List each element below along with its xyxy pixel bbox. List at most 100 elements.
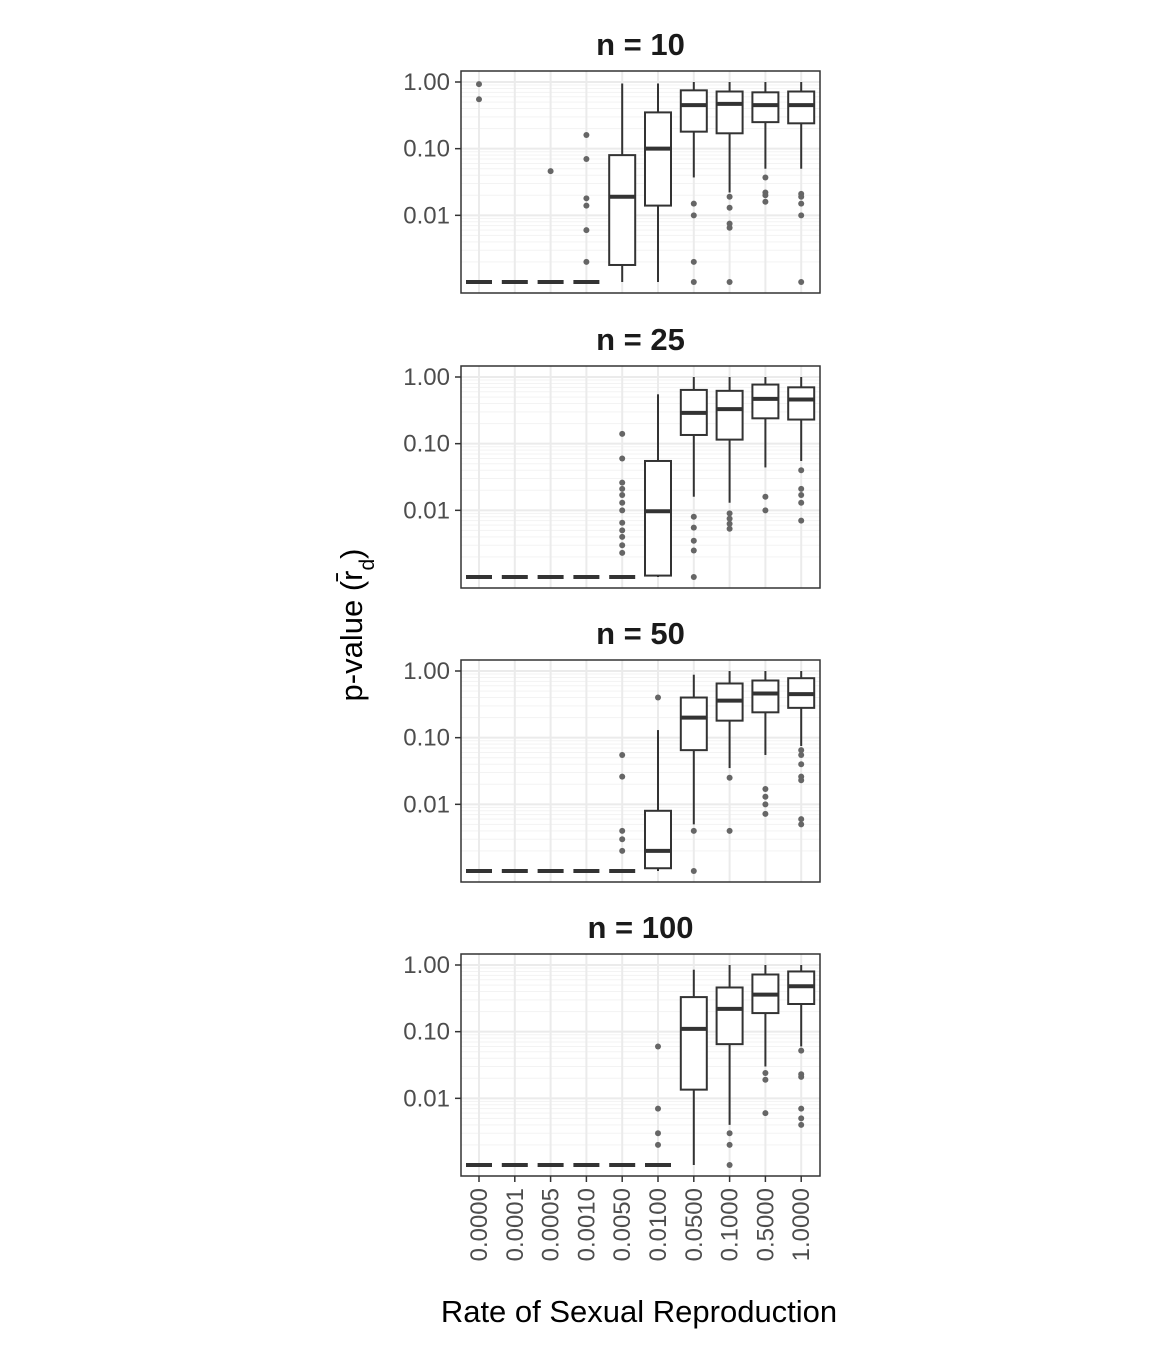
x-axis: 0.0000 0.0001 0.0005 0.0010 0.0050 0.0100 0.05… [466,1176,815,1261]
y-tick-label: 1.00 [403,658,450,685]
outlier-point [798,747,805,754]
y-axis-title-close: ) [334,549,369,559]
outlier-point [798,751,805,758]
y-tick-label: 1.00 [403,69,450,96]
outlier-point [798,1105,805,1112]
outlier-point [583,202,590,209]
outlier-point [798,499,805,506]
y-axis-title: p-value (r̄d) [334,549,379,702]
outlier-point [798,200,805,207]
box-0.5000 [751,965,780,1117]
outlier-point [726,279,733,285]
iqr-box [787,386,816,421]
outlier-point [690,537,697,544]
panels-layer: n = 101.000.100.01n = 251.000.100.01n = … [403,27,821,1177]
y-tick-label: 0.10 [403,431,450,458]
box-0.1000 [715,965,744,1168]
box-1.0000 [787,377,816,524]
panel-border [460,70,821,294]
outlier-point [762,192,769,199]
outlier-point [726,827,733,834]
outlier-point [726,204,733,211]
outlier-point [476,96,482,103]
outlier-point [798,485,805,492]
outlier-point [655,694,661,701]
outlier-point [762,793,769,800]
box-1.0000 [787,965,816,1128]
iqr-box [679,696,708,752]
x-tick-label: 0.0500 [681,1188,708,1261]
x-tick-label: 0.0000 [466,1188,493,1261]
outlier-point [762,1076,769,1083]
outlier-point [619,773,626,780]
outlier-point [798,467,805,474]
outlier-point [726,224,733,231]
box-0.1000 [715,671,744,834]
outlier-point [798,193,805,200]
iqr-box [751,383,780,420]
x-tick-label: 0.1000 [717,1188,744,1261]
panel-n-50: n = 50 1.00 0.10 0.01 [403,616,821,883]
outlier-point [583,227,590,234]
box-0.0500 [679,674,708,874]
outlier-point [619,430,626,437]
outlier-point [619,507,626,514]
box-1.0000 [787,671,816,828]
outlier-point [619,527,626,534]
outlier-point [798,816,805,823]
outlier-point [726,1130,733,1137]
outlier-point [690,258,697,265]
box-0.0050 [608,83,637,282]
x-tick-label: 0.5000 [752,1188,779,1261]
iqr-box [715,389,744,441]
iqr-box [715,90,744,135]
outlier-point [690,547,697,554]
outlier-point [762,198,769,205]
y-tick-label: 0.01 [403,1085,450,1112]
outlier-point [726,220,733,227]
box-0.5000 [751,377,780,514]
iqr-box [751,91,780,124]
outlier-point [619,549,626,556]
box-0.0100 [644,394,672,577]
outlier-point [762,785,769,792]
outlier-point [690,200,697,207]
outlier-point [762,810,769,817]
outlier-point [619,827,626,834]
y-tick-label: 0.10 [403,725,450,752]
x-tick-label: 0.0001 [502,1188,529,1261]
outlier-point [726,774,733,781]
iqr-box [679,996,708,1091]
x-tick-label: 0.0010 [573,1188,600,1261]
outlier-point [726,525,733,532]
outlier-point [798,1121,805,1128]
box-0.5000 [751,671,780,817]
outlier-point [690,279,697,285]
outlier-point [655,1130,661,1137]
outlier-point [655,1043,661,1050]
panel-n-25: n = 25 1.00 0.10 0.01 [403,322,821,589]
outlier-point [619,455,626,462]
iqr-box [787,90,816,125]
box-0.0100 [645,1043,671,1167]
box-0.0050 [609,751,636,873]
outlier-point [762,493,769,500]
box-0.0005 [537,168,564,284]
outlier-point [726,1141,733,1148]
outlier-point [798,279,805,285]
box-0.0500 [679,969,708,1165]
iqr-box [644,111,672,207]
panel-n-100: n = 100 1.00 0.10 0.01 [403,910,821,1177]
outlier-point [583,155,590,162]
outlier-point [798,212,805,219]
facet-title: n = 100 [588,910,694,945]
outlier-point [619,491,626,498]
box-0.5000 [751,82,780,205]
outlier-point [726,1162,733,1168]
outlier-point [798,777,805,784]
outlier-point [798,491,805,498]
outlier-point [690,574,697,580]
outlier-point [619,751,626,758]
iqr-box [608,154,637,266]
outlier-point [619,847,626,854]
